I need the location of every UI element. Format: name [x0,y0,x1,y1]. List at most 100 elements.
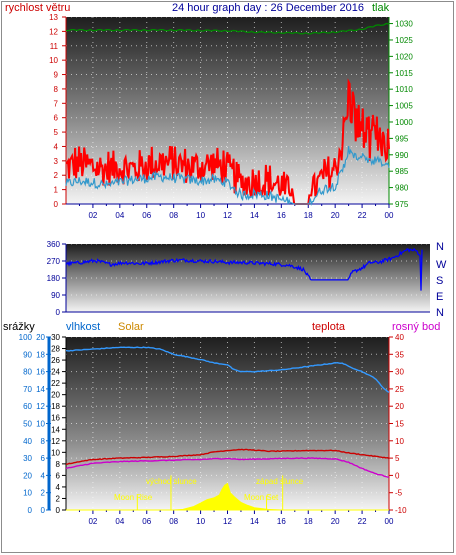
climate-x-tick-label: 08 [169,517,178,526]
pressure-tick-label: 980 [395,184,409,193]
climate-x-tick-label: 00 [385,517,394,526]
temp-tick-label: 10 [395,437,404,446]
humidity-tick-label: 50 [23,420,32,429]
solar-tick-label: 20 [51,391,60,400]
solar-tick-label: 22 [51,379,60,388]
compass-e: E [436,291,443,303]
chart-title: 24 hour graph day : 26 December 2016 [172,2,364,14]
dew-point-label: rosný bod [392,321,440,333]
solar-tick-label: 10 [51,448,60,457]
wind-tick-label: 12 [49,27,58,36]
compass-w: W [436,259,447,271]
precip-tick-label: 4 [41,471,46,480]
humidity-tick-label: 100 [19,333,33,342]
wind-tick-label: 7 [54,99,59,108]
humidity-tick-label: 80 [23,368,32,377]
climate-x-tick-label: 22 [358,517,367,526]
temp-tick-label: 25 [395,385,404,394]
wind-x-tick-label: 00 [385,211,394,220]
precip-tick-label: 0 [41,506,46,515]
pressure-tick-label: 985 [395,167,409,176]
humidity-tick-label: 40 [23,437,32,446]
precip-tick-label: 14 [36,385,45,394]
climate-x-tick-label: 06 [142,517,151,526]
precip-label: srážky [3,321,35,333]
wind-axes: 0123456789101112139759809859909951000100… [49,13,413,220]
wind-tick-label: 3 [54,157,59,166]
direction-plot-area [66,244,430,312]
solar-tick-label: 18 [51,402,60,411]
solar-tick-label: 12 [51,437,60,446]
climate-x-tick-label: 14 [250,517,259,526]
humidity-tick-label: 0 [28,506,33,515]
climate-x-tick-label: 10 [196,517,205,526]
solar-tick-label: 26 [51,356,60,365]
wind-tick-label: 6 [54,114,59,123]
wind-x-tick-label: 14 [250,211,259,220]
climate-x-tick-label: 04 [115,517,124,526]
climate-x-tick-label: 16 [277,517,286,526]
direction-axes: 0 90 180 270 360 [47,240,430,317]
temp-tick-label: 0 [395,471,400,480]
temp-tick-label: 40 [395,333,404,342]
pressure-line [66,22,390,35]
pressure-tick-label: 1025 [395,36,413,45]
compass-labels: N W S E N [436,241,447,319]
precip-tick-label: 16 [36,368,45,377]
wind-x-tick-label: 22 [358,211,367,220]
solar-tick-label: 2 [56,494,61,503]
temp-tick-label: -5 [395,489,403,498]
wind-speed-label: rychlost větru [5,2,70,14]
solar-label: Solar [118,321,144,333]
sunset-label: západ slunce [256,477,304,486]
solar-tick-label: 14 [51,425,60,434]
precip-tick-label: 18 [36,350,45,359]
wind-average-line [65,145,390,207]
solar-tick-label: 24 [51,368,60,377]
wind-x-tick-label: 04 [115,211,124,220]
wind-x-tick-label: 18 [304,211,313,220]
wind-tick-label: 9 [54,71,59,80]
wind-tick-label: 11 [50,42,59,51]
wind-gust-line [65,78,390,205]
precip-tick-label: 6 [41,454,46,463]
climate-axes: -10-505101520253035400102030405060708090… [19,333,407,526]
pressure-tick-label: 990 [395,151,409,160]
solar-tick-label: 8 [56,460,61,469]
wind-direction-line [65,247,423,291]
wind-x-tick-label: 02 [88,211,97,220]
direction-tick-label: 180 [47,274,61,283]
pressure-tick-label: 1010 [395,85,413,94]
direction-tick-label: 90 [51,291,60,300]
astro-annotations: Moon Rise východ slunce západ slunce Moo… [114,477,304,502]
temperature-label: teplota [312,321,346,333]
precip-tick-label: 2 [41,489,46,498]
humidity-tick-label: 70 [23,385,32,394]
direction-series [65,247,423,291]
humidity-tick-label: 60 [23,402,32,411]
wind-x-tick-label: 10 [196,211,205,220]
humidity-tick-label: 20 [23,471,32,480]
precip-tick-label: 12 [36,402,45,411]
pressure-tick-label: 995 [395,134,409,143]
precip-tick-label: 10 [36,420,45,429]
direction-tick-label: 360 [47,240,61,249]
wind-tick-label: 10 [49,56,58,65]
temp-tick-label: 5 [395,454,400,463]
humidity-tick-label: 10 [23,489,32,498]
humidity-label: vlhkost [66,321,100,333]
compass-n-bottom: N [436,307,444,319]
solar-tick-label: 28 [51,345,60,354]
temp-tick-label: -10 [395,506,407,515]
wind-tick-label: 1 [54,186,59,195]
wind-tick-label: 8 [54,85,59,94]
direction-tick-label: 0 [56,308,61,317]
humidity-tick-label: 90 [23,350,32,359]
temp-tick-label: 35 [395,350,404,359]
climate-x-tick-label: 18 [304,517,313,526]
moon-rise-label: Moon Rise [114,493,153,502]
temperature-line [65,448,390,465]
dew-point-line [65,457,390,479]
wind-tick-label: 13 [49,13,58,22]
